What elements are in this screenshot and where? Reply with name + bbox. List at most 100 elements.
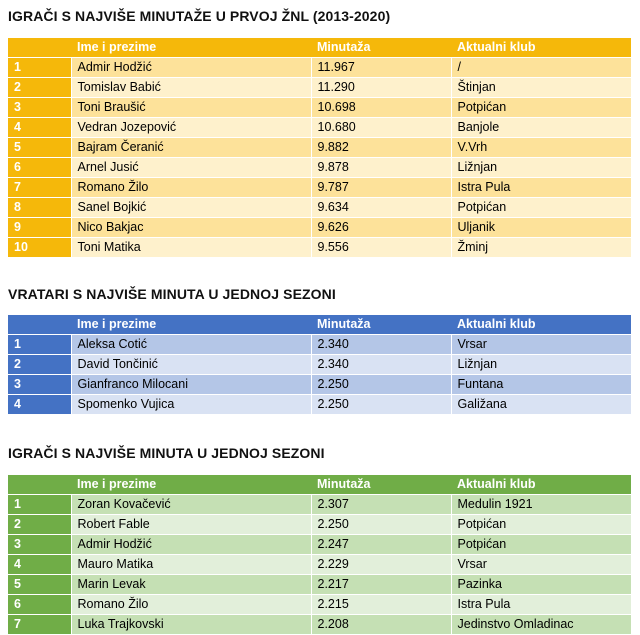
section-title-career-minutes: IGRAČI S NAJVIŠE MINUTAŽE U PRVOJ ŽNL (2… [8,8,391,24]
minutes-cell: 9.882 [310,137,451,158]
table-row: 10 Toni Matika 9.556 Žminj [8,237,631,257]
name-cell: Luka Trajkovski [70,614,311,634]
table-row: 4 Vedran Jozepović 10.680 Banjole [8,117,631,138]
minutes-cell: 2.229 [310,554,451,575]
table-row: 3 Gianfranco Milocani 2.250 Funtana [8,374,631,395]
name-cell: Zoran Kovačević [70,494,311,515]
name-cell: Romano Žilo [70,594,311,615]
name-cell: Tomislav Babić [70,77,311,98]
minutes-cell: 9.787 [310,177,451,198]
club-cell: Štinjan [450,77,631,98]
rank-cell: 4 [8,117,71,138]
club-cell: Funtana [450,374,631,395]
name-cell: Romano Žilo [70,177,311,198]
table-row: 6 Arnel Jusić 9.878 Ližnjan [8,157,631,178]
rank-cell: 3 [8,534,71,555]
rank-cell: 2 [8,514,71,535]
club-cell: Ližnjan [450,157,631,178]
header-club: Aktualni klub [457,317,536,331]
table-row: 1 Aleksa Cotić 2.340 Vrsar [8,334,631,355]
table-row: 4 Spomenko Vujica 2.250 Galižana [8,394,631,414]
table-row: 2 Tomislav Babić 11.290 Štinjan [8,77,631,98]
club-cell: Pazinka [450,574,631,595]
rank-cell: 10 [8,237,71,257]
club-cell: Vrsar [450,554,631,575]
name-cell: Bajram Čeranić [70,137,311,158]
club-cell: V.Vrh [450,137,631,158]
name-cell: Sanel Bojkić [70,197,311,218]
header-minutes: Minutaža [317,40,371,54]
table-row: 4 Mauro Matika 2.229 Vrsar [8,554,631,575]
rank-cell: 5 [8,574,71,595]
rank-cell: 1 [8,494,71,515]
name-cell: Toni Matika [70,237,311,257]
header-rank [8,475,71,495]
minutes-cell: 9.626 [310,217,451,238]
rank-cell: 2 [8,354,71,375]
club-cell: Vrsar [450,334,631,355]
name-cell: Marin Levak [70,574,311,595]
minutes-cell: 2.307 [310,494,451,515]
rank-cell: 4 [8,394,71,414]
header-minutes: Minutaža [317,317,371,331]
table-row: 9 Nico Bakjac 9.626 Uljanik [8,217,631,238]
name-cell: Mauro Matika [70,554,311,575]
table-goalkeepers: Ime i prezime Minutaža Aktualni klub 1 A… [8,315,631,414]
club-cell: Potpićan [450,534,631,555]
name-cell: Vedran Jozepović [70,117,311,138]
name-cell: Arnel Jusić [70,157,311,178]
club-cell: Potpićan [450,97,631,118]
header-rank [8,38,71,58]
club-cell: / [450,57,631,78]
table-row: 6 Romano Žilo 2.215 Istra Pula [8,594,631,615]
minutes-cell: 10.698 [310,97,451,118]
header-name: Ime i prezime [77,477,157,491]
table-season-minutes: Ime i prezime Minutaža Aktualni klub 1 Z… [8,475,631,634]
table-row: 1 Admir Hodžić 11.967 / [8,57,631,78]
header-name: Ime i prezime [77,40,157,54]
club-cell: Istra Pula [450,594,631,615]
minutes-cell: 2.340 [310,354,451,375]
rank-cell: 1 [8,57,71,78]
club-cell: Potpićan [450,197,631,218]
minutes-cell: 2.208 [310,614,451,634]
table-row: 1 Zoran Kovačević 2.307 Medulin 1921 [8,494,631,515]
section-title-season-minutes: IGRAČI S NAJVIŠE MINUTA U JEDNOJ SEZONI [8,445,325,461]
name-cell: Robert Fable [70,514,311,535]
header-rank [8,315,71,335]
table-row: 5 Marin Levak 2.217 Pazinka [8,574,631,595]
minutes-cell: 2.247 [310,534,451,555]
section-title-goalkeepers: VRATARI S NAJVIŠE MINUTA U JEDNOJ SEZONI [8,286,336,302]
header-club: Aktualni klub [457,477,536,491]
table-row: 5 Bajram Čeranić 9.882 V.Vrh [8,137,631,158]
header-minutes: Minutaža [317,477,371,491]
name-cell: Aleksa Cotić [70,334,311,355]
rank-cell: 6 [8,594,71,615]
minutes-cell: 2.250 [310,374,451,395]
minutes-cell: 9.556 [310,237,451,257]
club-cell: Medulin 1921 [450,494,631,515]
club-cell: Ližnjan [450,354,631,375]
rank-cell: 7 [8,177,71,198]
club-cell: Istra Pula [450,177,631,198]
rank-cell: 3 [8,374,71,395]
rank-cell: 6 [8,157,71,178]
table-header-row: Ime i prezime Minutaža Aktualni klub [8,315,631,335]
minutes-cell: 2.217 [310,574,451,595]
rank-cell: 1 [8,334,71,355]
table-row: 3 Toni Braušić 10.698 Potpićan [8,97,631,118]
table-career-minutes: Ime i prezime Minutaža Aktualni klub 1 A… [8,38,631,257]
club-cell: Potpićan [450,514,631,535]
name-cell: Gianfranco Milocani [70,374,311,395]
rank-cell: 2 [8,77,71,98]
table-header-row: Ime i prezime Minutaža Aktualni klub [8,475,631,495]
table-header-row: Ime i prezime Minutaža Aktualni klub [8,38,631,58]
rank-cell: 8 [8,197,71,218]
table-row: 2 David Tončinić 2.340 Ližnjan [8,354,631,375]
club-cell: Žminj [450,237,631,257]
minutes-cell: 9.634 [310,197,451,218]
rank-cell: 3 [8,97,71,118]
club-cell: Banjole [450,117,631,138]
header-name: Ime i prezime [77,317,157,331]
